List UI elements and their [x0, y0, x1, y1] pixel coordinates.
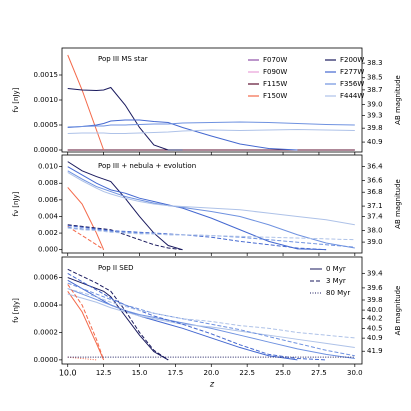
- series-line: [67, 166, 327, 251]
- series-line: [67, 284, 105, 361]
- y-tick-label: 0.0000: [34, 146, 59, 154]
- y2-tick-label: 40.2: [367, 314, 383, 322]
- y-tick-label: 0.004: [38, 212, 59, 220]
- y2-axis-label: AB magnitude: [394, 75, 402, 125]
- y2-tick-label: 39.0: [367, 100, 383, 108]
- x-tick-label: 10.0: [59, 369, 77, 378]
- x-tick-label: 25.0: [275, 369, 291, 377]
- y2-tick-label: 38.0: [367, 227, 383, 235]
- series-line: [67, 225, 104, 251]
- x-tick-label: 20.0: [203, 369, 219, 377]
- y2-tick-label: 38.3: [367, 59, 383, 67]
- legend-label: 0 Myr: [326, 265, 346, 273]
- y2-tick-label: 40.0: [367, 306, 383, 314]
- x-axis-label: z: [209, 380, 215, 389]
- y2-tick-label: 40.9: [367, 334, 383, 342]
- series-line: [67, 277, 169, 361]
- y2-axis-label: AB magnitude: [394, 286, 402, 336]
- legend-label: 3 Myr: [326, 277, 346, 285]
- series-line: [67, 291, 105, 361]
- legend-label: F150W: [263, 92, 287, 100]
- panel-annotation: Pop II SED: [98, 264, 134, 272]
- y2-tick-label: 36.4: [367, 163, 383, 171]
- series-line: [67, 161, 183, 251]
- y2-tick-label: 39.4: [367, 269, 383, 277]
- series-line: [67, 170, 355, 249]
- y-tick-label: 0.010: [38, 163, 58, 171]
- series-line: [67, 288, 355, 360]
- series-line: [67, 172, 355, 226]
- y-axis-label: fν [nJy]: [12, 87, 20, 112]
- legend-label: F115W: [263, 80, 287, 88]
- x-tick-label: 30.0: [347, 369, 363, 377]
- x-tick-label: 27.5: [311, 369, 327, 377]
- panel-annotation: Pop III MS star: [98, 55, 148, 63]
- plot-frame: [61, 256, 363, 365]
- y2-tick-label: 38.5: [367, 74, 383, 82]
- series-line: [67, 128, 355, 134]
- y2-tick-label: 40.5: [367, 324, 383, 332]
- y-tick-label: 0.0004: [34, 301, 59, 309]
- y2-tick-label: 39.8: [367, 124, 383, 132]
- y-axis-label: fν [nJy]: [12, 298, 20, 323]
- y-tick-label: 0.0000: [34, 356, 59, 364]
- series-line: [67, 119, 298, 151]
- series-line: [67, 268, 169, 361]
- legend-label: F070W: [263, 56, 287, 64]
- legend-label: 80 Myr: [326, 289, 350, 297]
- y-tick-label: 0.002: [38, 229, 58, 237]
- x-tick-label: 17.5: [168, 369, 184, 377]
- legend-label: F090W: [263, 68, 287, 76]
- y-tick-label: 0.008: [38, 179, 58, 187]
- legend-label: F277W: [340, 68, 364, 76]
- y2-tick-label: 36.8: [367, 188, 383, 196]
- series-line: [67, 288, 355, 339]
- y-tick-label: 0.006: [38, 196, 59, 204]
- y2-tick-label: 39.6: [367, 284, 383, 292]
- y2-axis-label: AB magnitude: [394, 179, 402, 229]
- y-tick-label: 0.000: [38, 246, 58, 254]
- x-tick-label: 12.5: [96, 369, 112, 377]
- y2-tick-label: 39.3: [367, 111, 383, 119]
- y2-tick-label: 37.1: [367, 202, 383, 210]
- series-line: [67, 86, 183, 151]
- y-tick-label: 0.0006: [34, 274, 59, 282]
- y2-tick-label: 41.9: [367, 347, 383, 355]
- series-line: [67, 187, 105, 250]
- legend-label: F444W: [340, 92, 364, 100]
- y-tick-label: 0.0015: [34, 71, 59, 79]
- series-line: [67, 273, 327, 361]
- x-tick-label: 22.5: [239, 369, 255, 377]
- series-line: [67, 121, 355, 128]
- y2-tick-label: 40.9: [367, 138, 383, 146]
- y-tick-label: 0.0002: [34, 328, 59, 336]
- y-tick-label: 0.0005: [34, 121, 59, 129]
- y2-tick-label: 36.6: [367, 177, 383, 185]
- y-tick-label: 0.0010: [34, 96, 59, 104]
- y2-tick-label: 37.4: [367, 213, 383, 221]
- series-line: [67, 356, 97, 361]
- series-line: [67, 54, 105, 151]
- legend-label: F356W: [340, 80, 364, 88]
- series-line: [67, 225, 327, 251]
- legend-label: F200W: [340, 56, 364, 64]
- series-line: [67, 293, 355, 349]
- y-axis-label: fν [nJy]: [12, 191, 20, 216]
- series-line: [67, 282, 355, 357]
- x-tick-label: 15.0: [132, 369, 148, 377]
- y2-tick-label: 38.7: [367, 86, 383, 94]
- series-line: [67, 279, 298, 361]
- y2-tick-label: 39.0: [367, 238, 383, 246]
- panel-annotation: Pop III + nebula + evolution: [98, 162, 196, 170]
- y2-tick-label: 39.8: [367, 296, 383, 304]
- plot-frame: [61, 154, 363, 254]
- series-line: [67, 227, 355, 241]
